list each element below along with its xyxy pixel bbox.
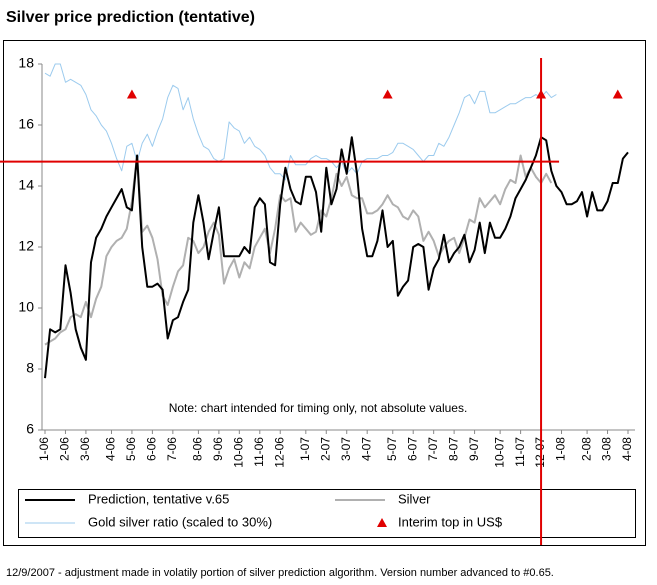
x-tick-label: 2-07 [318, 437, 332, 461]
y-tick-label: 8 [26, 360, 34, 376]
x-tick-label: 12-06 [272, 437, 286, 468]
x-tick-label: 8-06 [191, 437, 205, 461]
x-tick-label: 1-08 [554, 437, 568, 461]
legend-label: Gold silver ratio (scaled to 30%) [88, 514, 272, 529]
series-line [44, 63, 557, 181]
x-tick-label: 7-07 [426, 437, 440, 461]
x-tick-label: 11-07 [513, 437, 527, 467]
chart-frame [3, 40, 646, 546]
y-tick-label: 6 [26, 421, 34, 437]
footnote: 12/9/2007 - adjustment made in volatily … [6, 567, 554, 579]
x-tick-label: 11-06 [252, 437, 266, 467]
legend-swatch [377, 518, 387, 527]
annotation: Note: chart intended for timing only, no… [169, 401, 468, 415]
y-tick-label: 12 [18, 238, 34, 254]
x-tick-label: 10-06 [232, 437, 246, 468]
x-tick-label: 2-06 [58, 437, 72, 461]
x-tick-label: 3-06 [78, 437, 92, 461]
series-line [44, 136, 629, 379]
legend-label: Prediction, tentative v.65 [88, 491, 229, 506]
x-tick-label: 5-06 [124, 437, 138, 461]
y-tick-label: 10 [18, 299, 34, 315]
x-tick-label: 9-07 [467, 437, 481, 461]
y-tick-label: 16 [18, 116, 34, 132]
series-line [44, 154, 553, 346]
x-tick-label: 7-06 [165, 437, 179, 461]
chart-title: Silver price prediction (tentative) [6, 9, 255, 26]
x-tick-label: 3-08 [600, 437, 614, 461]
x-tick-label: 3-07 [339, 437, 353, 461]
x-tick-label: 10-07 [492, 437, 506, 468]
legend-box [18, 489, 636, 538]
x-tick-label: 6-07 [405, 437, 419, 461]
legend-label: Interim top in US$ [398, 514, 503, 529]
top-marker [612, 89, 623, 99]
x-tick-label: 2-08 [579, 437, 593, 461]
x-tick-label: 4-08 [620, 437, 634, 461]
x-tick-label: 6-06 [145, 437, 159, 461]
x-tick-label: 5-07 [385, 437, 399, 461]
y-tick-label: 14 [18, 177, 34, 193]
x-tick-label: 8-07 [446, 437, 460, 461]
x-tick-label: 4-06 [104, 437, 118, 461]
top-marker [126, 89, 137, 99]
y-tick-label: 18 [18, 55, 34, 71]
top-marker [382, 89, 393, 99]
legend-label: Silver [398, 491, 431, 506]
x-tick-label: 1-06 [37, 437, 51, 461]
x-tick-label: 9-06 [211, 437, 225, 461]
x-tick-label: 4-07 [359, 437, 373, 461]
x-tick-label: 1-07 [298, 437, 312, 461]
